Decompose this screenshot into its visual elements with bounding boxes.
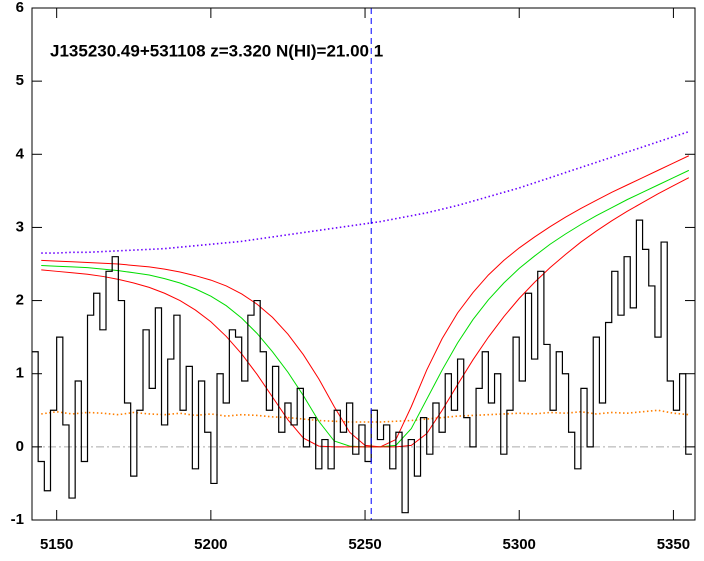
flux-spectrum [32,219,692,514]
y-tick-label: 0 [16,438,24,455]
x-tick-label: 5200 [194,536,227,553]
y-tick-label: -1 [11,511,24,528]
x-tick-label: 5250 [348,536,381,553]
y-tick-label: 4 [16,145,25,162]
y-tick-label: 1 [16,365,24,382]
axes-frame [31,7,696,521]
y-tick-label: 3 [16,218,24,235]
chart-title: J135230.49+531108 z=3.320 N(HI)=21.00 1 [50,41,383,60]
model-curve [41,409,689,423]
y-tick-label: 6 [16,0,24,16]
model-curve [41,130,690,254]
x-tick-label: 5150 [40,536,73,553]
x-tick-label: 5350 [657,536,690,553]
y-tick-label: 5 [16,72,24,89]
x-tick-label: 5300 [503,536,536,553]
plot-area [32,8,695,520]
y-tick-label: 2 [16,292,24,309]
